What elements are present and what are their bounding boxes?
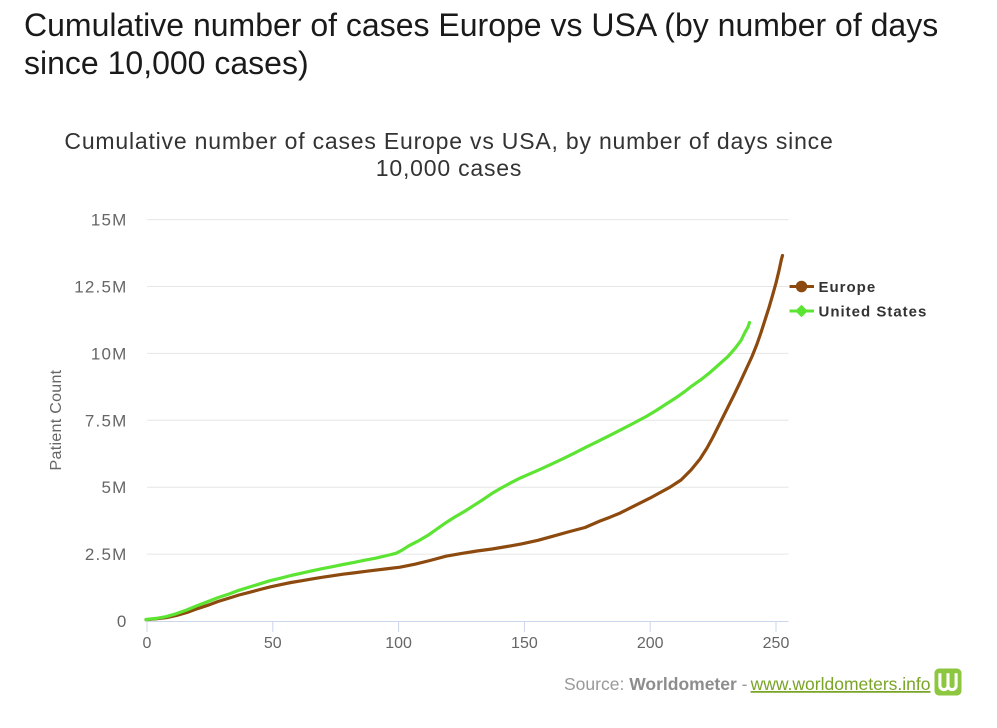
svg-text:7.5M: 7.5M: [85, 411, 128, 430]
svg-text:0: 0: [143, 635, 152, 652]
svg-text:0: 0: [117, 612, 128, 631]
svg-text:Source: Worldometer -: Source: Worldometer -: [564, 674, 748, 694]
svg-text:250: 250: [763, 635, 790, 652]
svg-text:5M: 5M: [101, 478, 127, 497]
svg-text:10M: 10M: [91, 344, 128, 363]
svg-text:15M: 15M: [91, 211, 128, 230]
svg-text:150: 150: [511, 635, 538, 652]
svg-text:100: 100: [385, 635, 412, 652]
svg-text:200: 200: [637, 635, 664, 652]
svg-text:Patient Count: Patient Count: [48, 369, 65, 470]
svg-text:2.5M: 2.5M: [85, 545, 128, 564]
svg-text:50: 50: [264, 635, 282, 652]
svg-text:Cumulative number of cases Eur: Cumulative number of cases Europe vs USA…: [64, 128, 833, 154]
svg-text:www.worldometers.info: www.worldometers.info: [750, 674, 931, 694]
svg-text:12.5M: 12.5M: [74, 278, 127, 297]
svg-text:10,000 cases: 10,000 cases: [376, 155, 522, 181]
svg-text:United States: United States: [819, 304, 928, 321]
svg-text:Europe: Europe: [819, 279, 877, 296]
